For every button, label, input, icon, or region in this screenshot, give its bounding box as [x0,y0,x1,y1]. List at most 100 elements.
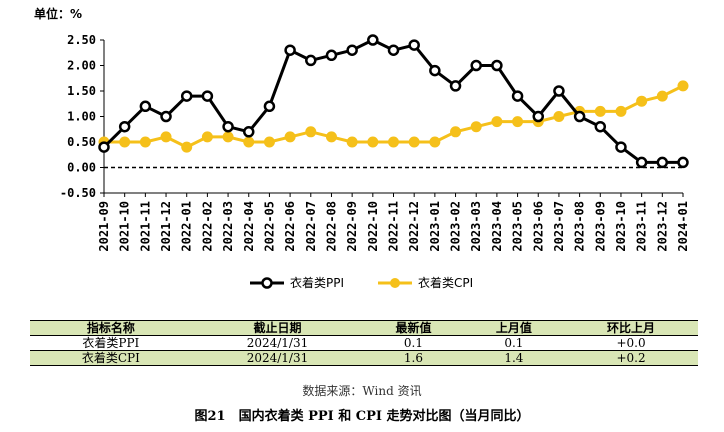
x-tick-label: 2022-02 [200,201,214,252]
data-point [594,120,607,133]
x-tick-label: 2023-09 [593,201,607,252]
data-point [139,100,152,113]
legend-marker [390,278,400,288]
x-tick-label: 2022-05 [262,201,276,252]
header-indicator: 指标名称 [30,320,192,336]
data-point [346,44,358,56]
data-point [553,85,565,97]
x-tick-label: 2022-01 [180,201,194,252]
data-point [615,141,627,153]
x-tick-label: 2022-06 [283,201,297,252]
data-point [594,105,606,117]
data-point [470,59,482,72]
x-tick-label: 2022-07 [304,201,318,252]
data-point [470,121,482,133]
data-point [511,90,524,102]
data-point [656,90,668,102]
legend-label: 衣着类PPI [290,275,344,290]
legend: 衣着类PPI 衣着类CPI [250,275,473,290]
cell-indicator: 衣着类CPI [30,350,192,366]
x-tick-label: 2023-04 [490,201,504,252]
legend-marker [261,277,273,289]
data-point [325,131,337,143]
data-point [346,136,358,148]
data-point [615,105,627,117]
cell-previous: 1.4 [463,350,565,366]
data-point [118,120,131,133]
legend-item: 衣着类CPI [378,275,473,290]
data-point [553,111,565,122]
x-tick-label: 2023-07 [552,201,566,252]
x-tick-label: 2023-03 [469,201,483,252]
y-tick-label: 1.00 [67,110,96,124]
data-point [222,131,234,143]
cell-date: 2024/1/31 [191,335,364,351]
x-tick-label: 2024-01 [676,201,690,252]
data-point [305,126,317,138]
data-point [98,141,110,153]
data-point [408,136,420,148]
series-group [98,34,689,169]
header-previous: 上月值 [463,320,565,336]
data-point [180,90,193,102]
series-0 [98,34,689,169]
data-point [201,131,213,143]
data-point [160,131,172,143]
data-point [181,141,193,153]
data-point [429,64,441,77]
data-point [450,126,462,138]
x-tick-label: 2021-10 [118,201,132,252]
data-point [367,136,379,148]
data-point [139,136,151,148]
y-tick-label: 0.00 [67,161,96,175]
data-point [491,59,503,72]
cell-mom: +0.0 [564,335,698,351]
x-tick-label: 2022-12 [407,201,421,252]
data-point [388,136,399,148]
x-tick-label: 2022-10 [366,201,380,252]
cell-indicator: 衣着类PPI [30,335,192,351]
data-point [677,80,689,92]
table-row: 衣着类CPI 2024/1/31 1.6 1.4 +0.2 [30,350,698,366]
x-tick-label: 2023-06 [531,201,545,252]
x-axis: 2021-09 2021-10 2021-11 2021-12 2022-01 2022-… [97,192,690,252]
data-point [284,131,296,143]
cell-latest: 0.1 [363,335,464,351]
y-tick-label: 2.50 [67,33,96,47]
data-point [429,136,441,148]
x-tick-label: 2021-09 [97,201,111,252]
data-point [325,49,338,62]
x-tick-label: 2023-11 [635,201,649,252]
x-tick-label: 2023-08 [573,201,587,252]
header-mom: 环比上月 [564,320,698,336]
data-point [635,156,648,169]
data-point [512,116,524,128]
x-tick-label: 2022-08 [324,201,338,252]
data-point [656,156,669,169]
data-source: 数据来源：Wind 资讯 [302,384,422,398]
table-row: 衣着类PPI 2024/1/31 0.1 0.1 +0.0 [30,335,698,351]
x-tick-label: 2023-01 [428,201,442,252]
summary-table: 指标名称 截止日期 最新值 上月值 环比上月 衣着类PPI 2024/1/31 … [30,320,698,366]
legend-label: 衣着类CPI [418,275,473,290]
data-point [119,136,131,148]
header-date: 截止日期 [191,320,364,336]
x-tick-label: 2022-04 [242,201,256,252]
data-point [532,110,544,123]
x-tick-label: 2023-05 [511,201,525,252]
data-point [677,156,689,169]
data-point [387,44,400,56]
table-header-row: 指标名称 截止日期 最新值 上月值 环比上月 [30,320,698,336]
data-point [263,136,275,148]
cell-date: 2024/1/31 [191,350,364,366]
data-point [201,90,214,102]
cell-latest: 1.6 [363,350,464,366]
x-tick-label: 2023-02 [449,201,463,252]
x-tick-label: 2021-11 [138,201,152,252]
header-latest: 最新值 [363,320,464,336]
line-chart: 单位：% 2.50 2.00 1.50 1.00 0.50 0.00 -0.50 2021-… [34,6,690,290]
x-tick-label: 2022-09 [345,201,359,252]
y-tick-label: 1.50 [67,84,96,98]
data-point [408,39,420,51]
data-point [222,120,234,133]
